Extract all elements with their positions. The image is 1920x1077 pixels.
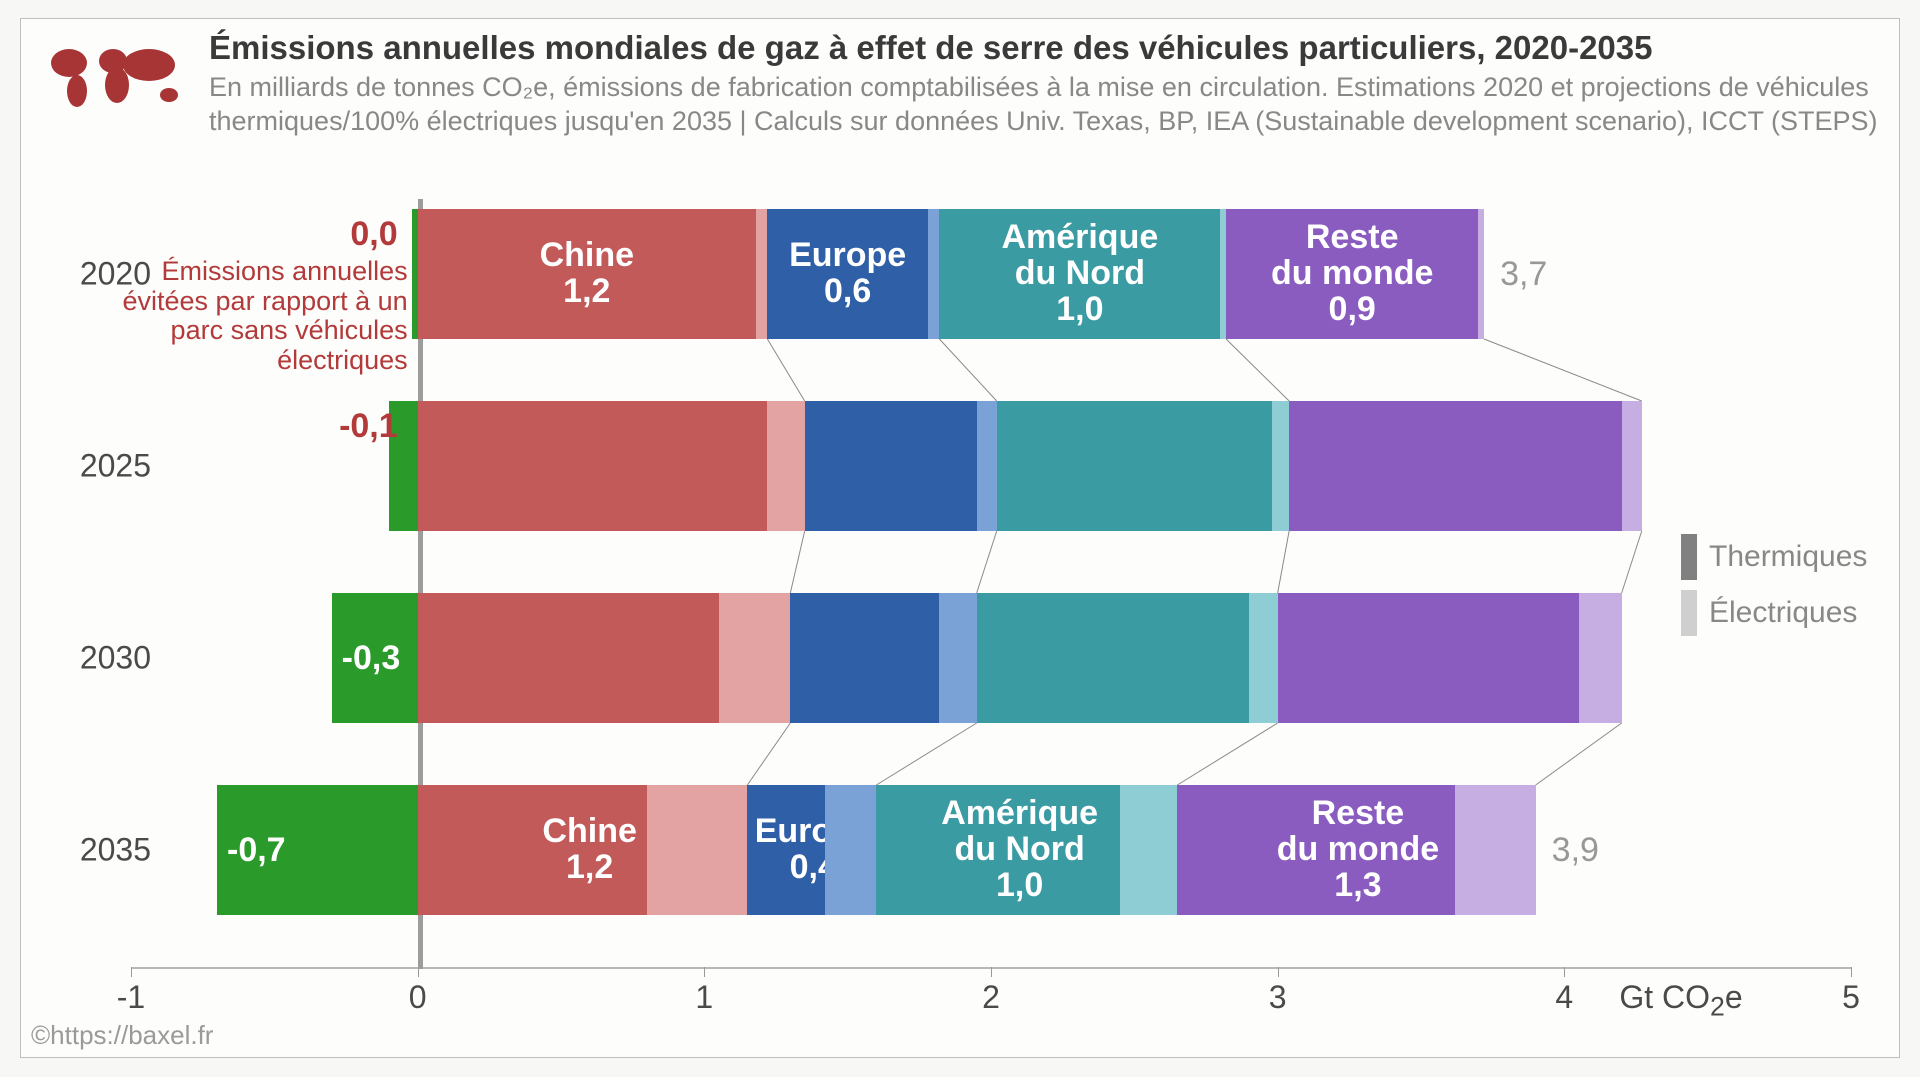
plot-area: -1012345Gt CO2e 20200,0Chine1,2Europe0,6… — [131, 199, 1851, 959]
avoided-value: -0,1 — [328, 407, 398, 446]
avoided-value: -0,3 — [342, 639, 401, 678]
legend-thermiques: Thermiques — [1681, 534, 1867, 580]
legend-label-electriques: Électriques — [1709, 596, 1857, 630]
bar-row-2035: 2035-0,7Chine1,2Europe0,4Amériquedu Nord… — [131, 785, 1851, 915]
segment — [1278, 593, 1579, 723]
legend-label-thermiques: Thermiques — [1709, 540, 1867, 574]
segment — [1478, 209, 1484, 339]
x-tick: 5 — [1842, 979, 1860, 1016]
segment — [418, 401, 768, 531]
legend: Thermiques Électriques — [1681, 534, 1867, 636]
segment — [767, 401, 804, 531]
segment — [418, 593, 719, 723]
total-label: 3,7 — [1500, 255, 1547, 294]
segment — [1455, 785, 1535, 915]
year-label: 2030 — [61, 640, 151, 677]
x-unit-label: Gt CO2e — [1619, 979, 1742, 1022]
bar-row-2030: 2030-0,3 — [131, 593, 1851, 723]
segment — [805, 401, 977, 531]
segment — [977, 593, 1249, 723]
segment — [1272, 401, 1289, 531]
segment — [790, 593, 939, 723]
legend-electriques: Électriques — [1681, 590, 1867, 636]
segment — [719, 593, 791, 723]
segment — [997, 401, 1272, 531]
segment — [1622, 401, 1642, 531]
x-tick: 2 — [982, 979, 1000, 1016]
x-tick: 4 — [1555, 979, 1573, 1016]
segment — [1249, 593, 1278, 723]
legend-swatch-light — [1681, 590, 1697, 636]
x-tick: 0 — [409, 979, 427, 1016]
segment — [1579, 593, 1622, 723]
x-tick: -1 — [117, 979, 145, 1016]
segment — [1120, 785, 1177, 915]
avoided-value: 0,0 — [328, 215, 398, 254]
avoided-note: Émissions annuelles évitées par rapport … — [118, 257, 408, 376]
year-label: 2035 — [61, 832, 151, 869]
header: Émissions annuelles mondiales de gaz à e… — [41, 29, 1889, 138]
year-label: 2025 — [61, 448, 151, 485]
credit: ©https://baxel.fr — [31, 1020, 213, 1051]
total-label: 3,9 — [1552, 831, 1599, 870]
chart-title: Émissions annuelles mondiales de gaz à e… — [209, 29, 1889, 67]
x-ticks: -1012345Gt CO2e — [131, 979, 1851, 1039]
segment — [939, 593, 976, 723]
segment — [1289, 401, 1622, 531]
avoided-value: -0,7 — [227, 831, 286, 870]
world-map-icon — [41, 29, 191, 119]
segment — [977, 401, 997, 531]
x-tick: 3 — [1269, 979, 1287, 1016]
chart-subtitle: En milliards de tonnes CO₂e, émissions d… — [209, 71, 1889, 139]
x-tick: 1 — [695, 979, 713, 1016]
bar-row-2025: 2025-0,1 — [131, 401, 1851, 531]
legend-swatch-dark — [1681, 534, 1697, 580]
chart-frame: Émissions annuelles mondiales de gaz à e… — [20, 18, 1900, 1058]
